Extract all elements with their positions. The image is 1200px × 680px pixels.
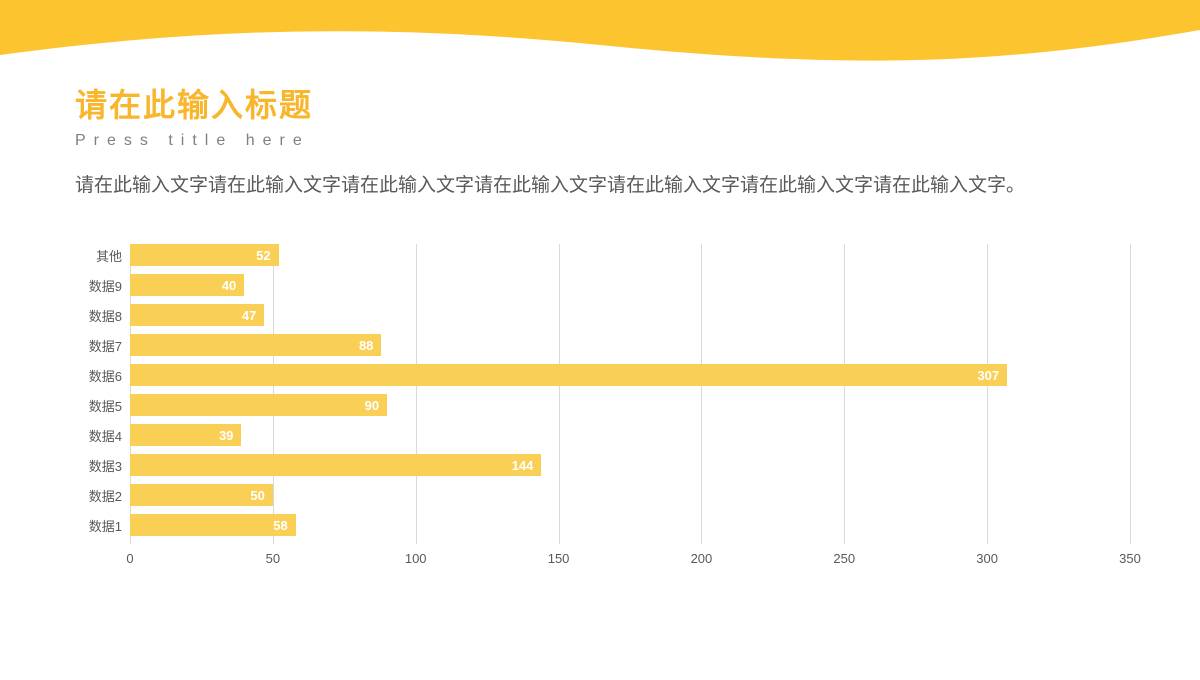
y-axis-label: 数据4: [89, 426, 130, 445]
x-tick-label: 100: [405, 551, 427, 566]
y-axis-label: 其他: [96, 246, 130, 265]
y-axis-label: 数据5: [89, 396, 130, 415]
chart-plot-area: 050100150200250300350其他52数据940数据847数据788…: [130, 244, 1130, 566]
y-axis-label: 数据2: [89, 486, 130, 505]
bar-row: 数据250: [130, 484, 1130, 506]
bar-row: 数据940: [130, 274, 1130, 296]
x-tick-label: 350: [1119, 551, 1141, 566]
bar-row: 数据6307: [130, 364, 1130, 386]
body-text: 请在此输入文字请在此输入文字请在此输入文字请在此输入文字请在此输入文字请在此输入…: [75, 168, 1095, 204]
x-tick-label: 0: [126, 551, 133, 566]
x-tick-label: 300: [976, 551, 998, 566]
bar-row: 数据788: [130, 334, 1130, 356]
y-axis-label: 数据7: [89, 336, 130, 355]
y-axis-label: 数据8: [89, 306, 130, 325]
y-axis-label: 数据1: [89, 516, 130, 535]
bar-row: 数据847: [130, 304, 1130, 326]
bar: 40: [130, 274, 244, 296]
bar: 52: [130, 244, 279, 266]
content-area: 请在此输入标题 Press title here 请在此输入文字请在此输入文字请…: [0, 0, 1200, 584]
bar: 90: [130, 394, 387, 416]
bar: 58: [130, 514, 296, 536]
x-tick-label: 250: [833, 551, 855, 566]
x-tick-label: 50: [266, 551, 280, 566]
y-axis-label: 数据3: [89, 456, 130, 475]
bar-row: 数据590: [130, 394, 1130, 416]
y-axis-label: 数据6: [89, 366, 130, 385]
y-axis-label: 数据9: [89, 276, 130, 295]
page-subtitle: Press title here: [75, 132, 1125, 150]
bar-row: 数据3144: [130, 454, 1130, 476]
page-title: 请在此输入标题: [75, 80, 1125, 126]
bar: 88: [130, 334, 381, 356]
bar-row: 数据158: [130, 514, 1130, 536]
grid-line: [1130, 244, 1131, 544]
bar: 144: [130, 454, 541, 476]
bar: 50: [130, 484, 273, 506]
bar: 307: [130, 364, 1007, 386]
bar-row: 其他52: [130, 244, 1130, 266]
x-tick-label: 150: [548, 551, 570, 566]
bar: 39: [130, 424, 241, 446]
slide: 请在此输入标题 Press title here 请在此输入文字请在此输入文字请…: [0, 0, 1200, 680]
bar-chart: 050100150200250300350其他52数据940数据847数据788…: [75, 244, 1125, 584]
bar-row: 数据439: [130, 424, 1130, 446]
x-tick-label: 200: [691, 551, 713, 566]
bar: 47: [130, 304, 264, 326]
